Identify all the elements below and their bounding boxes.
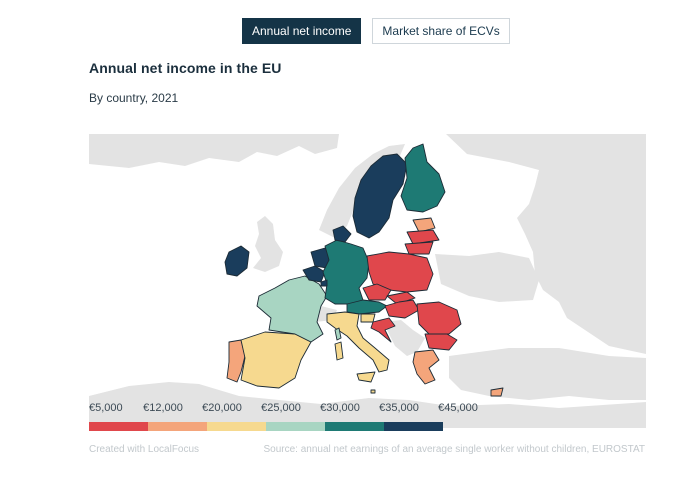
land-north-africa [89,382,646,428]
eu-choropleth-map [89,134,646,428]
legend-swatch [207,422,266,431]
country-lithuania[interactable] [404,241,434,255]
land-uk [253,216,283,272]
country-sweden[interactable] [352,153,408,239]
land-north-area [89,134,339,168]
legend-labels: €5,000 €12,000 €20,000 €25,000 €30,000 €… [89,402,609,416]
country-poland[interactable] [366,251,434,293]
country-sardinia[interactable] [334,341,344,361]
country-czechia[interactable] [362,283,392,301]
country-corsica[interactable] [334,327,342,341]
legend-label: €35,000 [379,402,419,414]
tab-annual-net-income[interactable]: Annual net income [242,18,362,44]
country-greece[interactable] [412,349,440,385]
country-malta[interactable] [370,389,376,394]
legend-swatch [148,422,207,431]
country-bulgaria[interactable] [424,333,458,351]
tab-market-share-ecvs[interactable]: Market share of ECVs [372,18,510,44]
land-russia-east [446,134,646,354]
legend-swatch [89,422,148,431]
country-spain[interactable] [240,331,312,389]
land-turkey [449,348,646,400]
legend-swatch [384,422,443,431]
country-france[interactable] [256,275,328,343]
country-romania[interactable] [416,301,462,335]
country-estonia[interactable] [412,217,436,233]
legend-label: €12,000 [143,402,183,414]
map-title: Annual net income in the EU [89,60,282,76]
country-ireland[interactable] [224,245,250,277]
tab-bar: Annual net income Market share of ECVs [242,18,510,44]
country-sicily[interactable] [356,371,376,383]
country-luxembourg[interactable] [320,279,328,287]
land-balkans [383,320,425,356]
legend-label: €25,000 [261,402,301,414]
land-belarus-ukraine [435,252,539,302]
legend-label: €30,000 [320,402,360,414]
source-text: Source: annual net earnings of an averag… [263,444,646,455]
legend-swatch [325,422,384,431]
map-svg [89,134,646,428]
country-denmark[interactable] [332,225,352,243]
legend-label: €45,000 [438,402,478,414]
country-slovenia[interactable] [360,313,376,323]
country-cyprus[interactable] [490,387,504,397]
country-croatia[interactable] [370,317,396,343]
credit-text: Created with LocalFocus [89,444,200,455]
country-latvia[interactable] [406,229,440,245]
legend-label: €20,000 [202,402,242,414]
country-slovakia[interactable] [386,291,416,305]
country-belgium[interactable] [302,265,326,283]
legend-color-scale [89,422,443,431]
country-finland[interactable] [400,143,446,213]
legend-label: €5,000 [89,402,123,414]
legend-swatch [266,422,325,431]
map-subtitle: By country, 2021 [89,91,179,105]
